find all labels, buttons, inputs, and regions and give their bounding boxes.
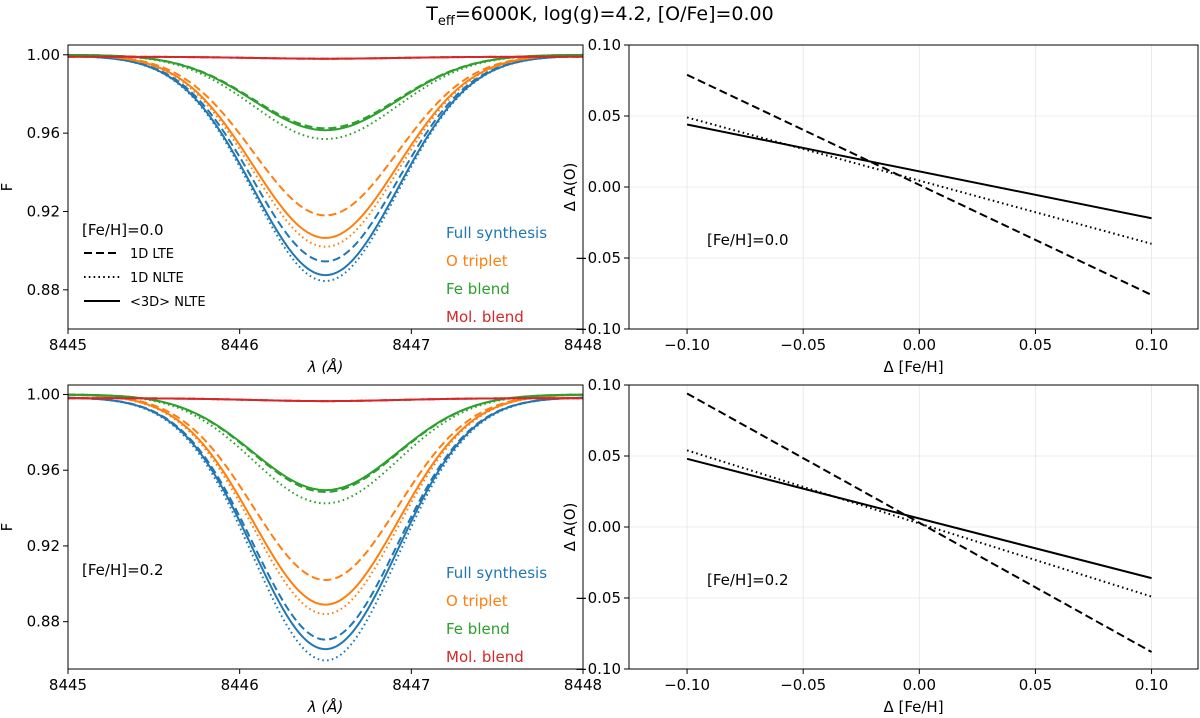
series-line-o-triplet-1d-lte	[68, 393, 583, 582]
x-tick-label: −0.10	[664, 336, 710, 354]
y-tick-label: 0.10	[588, 376, 621, 394]
metallicity-annotation: [Fe/H]=0.2	[82, 561, 164, 579]
style-legend-label: 1D NLTE	[130, 271, 184, 286]
series-line-o-triplet-3d-nlte	[68, 54, 583, 239]
x-tick-label: 0.10	[1135, 676, 1168, 694]
panel-bottom-left: 8445 8446 8447 8448 0.88 0.92 0.96 1.00 λ (Å) F [F…	[0, 384, 602, 716]
series-line-fe-blend-1d-nlte	[68, 393, 583, 505]
series-line-1d-lte	[686, 392, 1153, 653]
x-tick-label: 8446	[221, 676, 259, 694]
x-tick-label: 0.00	[903, 676, 936, 694]
component-legend-label: Mol. blend	[446, 648, 524, 666]
panel-top-left: 8445 8446 8447 8448 0.88 0.92 0.96 1.00 λ (Å) F [F…	[0, 44, 602, 376]
y-tick-label: 0.05	[588, 447, 621, 465]
plot-frame	[67, 44, 584, 330]
component-legend-label: Fe blend	[446, 280, 510, 298]
metallicity-annotation: [Fe/H]=0.0	[82, 221, 164, 239]
series-line-mol-blend-3d-nlte	[68, 397, 583, 403]
x-tick-label: −0.05	[780, 336, 826, 354]
series-line-fe-blend-3d-nlte	[68, 393, 583, 492]
plot-frame	[67, 384, 584, 670]
figure-title: Teff=6000K, log(g)=4.2, [O/Fe]=0.00	[425, 3, 773, 29]
x-tick-label: 8445	[49, 676, 87, 694]
x-tick-label: 0.05	[1019, 676, 1052, 694]
metallicity-annotation: [Fe/H]=0.0	[707, 231, 789, 249]
y-tick-label: 0.92	[27, 537, 60, 555]
y-tick-label: −0.10	[575, 660, 621, 678]
y-axis-label: F	[0, 183, 16, 192]
y-tick-label: 0.05	[588, 107, 621, 125]
y-tick-label: −0.05	[575, 249, 621, 267]
component-legend-label: Fe blend	[446, 620, 510, 638]
panel-bottom-right: −0.10 −0.05 0.00 0.05 0.10 −0.10 −0.05 0.00 0.05…	[561, 376, 1199, 716]
y-tick-label: −0.05	[575, 589, 621, 607]
y-tick-label: 0.00	[588, 178, 621, 196]
x-axis-label: λ (Å)	[307, 697, 344, 716]
metallicity-annotation: [Fe/H]=0.2	[707, 571, 789, 589]
component-legend-label: Mol. blend	[446, 308, 524, 326]
x-axis-label: Δ [Fe/H]	[883, 698, 943, 716]
title-suffix: =6000K, log(g)=4.2, [O/Fe]=0.00	[455, 3, 774, 25]
series-line-o-triplet-1d-lte	[68, 54, 583, 217]
series-line-o-triplet-1d-nlte	[68, 54, 583, 248]
y-tick-label: 0.96	[27, 124, 60, 142]
x-axis-label: λ (Å)	[307, 357, 344, 376]
style-legend-label: <3D> NLTE	[130, 295, 206, 310]
component-legend-label: O triplet	[446, 592, 508, 610]
x-tick-label: 8448	[564, 676, 602, 694]
y-axis-label: Δ A(O)	[561, 163, 579, 212]
series-group	[68, 53, 583, 283]
x-tick-label: −0.05	[780, 676, 826, 694]
series-line-fe-blend-1d-nlte	[68, 53, 583, 141]
style-legend-label: 1D LTE	[130, 247, 174, 262]
x-tick-label: 8445	[49, 336, 87, 354]
x-tick-label: −0.10	[664, 676, 710, 694]
x-tick-label: 8446	[221, 336, 259, 354]
series-line-mol-blend-3d-nlte	[68, 55, 583, 60]
series-line-1d-nlte	[686, 116, 1152, 245]
series-line-full-synthesis-3d-nlte	[68, 55, 583, 277]
x-tick-label: 8447	[392, 676, 430, 694]
y-tick-label: 0.96	[27, 461, 60, 479]
y-tick-label: −0.10	[575, 320, 621, 338]
y-tick-label: 1.00	[27, 385, 60, 403]
panel-top-right: −0.10 −0.05 0.00 0.05 0.10 −0.10 −0.05 0.00 0.05…	[561, 36, 1199, 376]
x-tick-label: 8447	[392, 336, 430, 354]
series-group	[68, 393, 583, 662]
series-line-o-triplet-3d-nlte	[68, 393, 583, 606]
series-line-1d-lte	[686, 73, 1152, 296]
y-tick-label: 0.92	[27, 202, 60, 220]
y-tick-label: 1.00	[27, 46, 60, 64]
component-legend-label: O triplet	[446, 252, 508, 270]
y-tick-label: 0.10	[588, 36, 621, 54]
title-prefix: T	[425, 3, 438, 25]
component-legend-label: Full synthesis	[446, 564, 547, 582]
series-line-full-synthesis-3d-nlte	[68, 396, 583, 651]
y-tick-label: 0.00	[588, 518, 621, 536]
component-legend-label: Full synthesis	[446, 224, 547, 242]
series-group	[686, 392, 1153, 653]
series-line-3d-nlte	[686, 457, 1152, 580]
series-line-3d-nlte	[686, 123, 1152, 220]
y-axis-label: Δ A(O)	[561, 503, 579, 552]
x-tick-label: 0.10	[1135, 336, 1168, 354]
series-group	[686, 73, 1152, 296]
x-axis-label: Δ [Fe/H]	[883, 358, 943, 376]
y-axis-label: F	[0, 523, 16, 532]
y-tick-label: 0.88	[27, 281, 60, 299]
title-subscript: eff	[438, 14, 456, 29]
x-tick-label: 8448	[564, 336, 602, 354]
series-line-fe-blend-3d-nlte	[68, 53, 583, 132]
x-tick-label: 0.00	[903, 336, 936, 354]
x-tick-label: 0.05	[1019, 336, 1052, 354]
y-tick-label: 0.88	[27, 613, 60, 631]
